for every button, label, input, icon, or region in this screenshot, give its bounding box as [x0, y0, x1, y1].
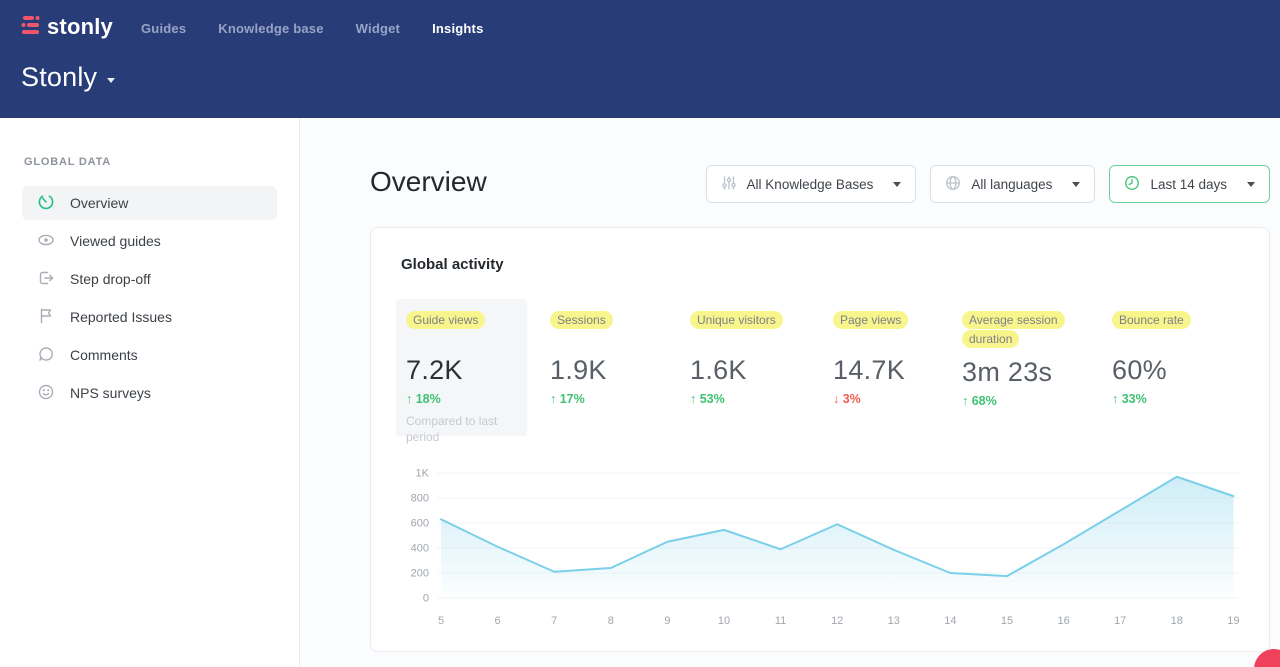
svg-text:5: 5 [438, 615, 444, 627]
language-filter-value: All languages [971, 176, 1053, 192]
sidebar-item-label: NPS surveys [70, 385, 151, 401]
metric-value: 7.2K [406, 355, 463, 385]
metric-note: Compared to last period [406, 414, 498, 444]
metric-value: 3m 23s [962, 357, 1053, 387]
metric-label: Average session duration [962, 311, 1065, 348]
chat-widget-bubble[interactable] [1254, 649, 1280, 667]
date-range-filter[interactable]: Last 14 days [1109, 165, 1270, 203]
card-title: Global activity [401, 256, 504, 273]
chevron-down-icon [1072, 181, 1081, 187]
svg-text:200: 200 [411, 568, 429, 580]
svg-text:16: 16 [1057, 615, 1069, 627]
svg-text:400: 400 [411, 543, 429, 555]
nav-item-knowledge-base[interactable]: Knowledge base [218, 20, 324, 36]
chevron-down-icon [893, 181, 902, 187]
metric-sessions[interactable]: Sessions 1.9K ↑ 17% [550, 311, 685, 406]
metric-delta: ↑ 53% [690, 392, 725, 406]
knowledge-base-filter-value: All Knowledge Bases [746, 176, 874, 192]
eye-icon [37, 231, 55, 252]
metric-value: 1.6K [690, 355, 747, 385]
main-content: Overview All Knowledge Bases All [301, 118, 1280, 667]
page-title: Overview [370, 166, 487, 197]
metric-guide-views[interactable]: Guide views 7.2K ↑ 18% Compared to last … [406, 311, 541, 445]
gauge-icon [37, 193, 55, 214]
metric-page-views[interactable]: Page views 14.7K ↓ 3% [833, 311, 968, 406]
stonly-logo-text: stonly [47, 14, 113, 39]
stonly-logo-icon [20, 15, 42, 40]
svg-text:10: 10 [718, 615, 730, 627]
stonly-logo[interactable]: stonly [20, 14, 113, 40]
chevron-down-icon [107, 77, 116, 83]
chevron-down-icon [1247, 181, 1255, 187]
filters-bar: All Knowledge Bases All languages L [705, 165, 1270, 203]
global-activity-card: Global activity Guide views 7.2K ↑ 18% C… [370, 227, 1270, 652]
metric-bounce-rate[interactable]: Bounce rate 60% ↑ 33% [1112, 311, 1247, 406]
language-filter[interactable]: All languages [930, 165, 1096, 203]
nav-item-guides[interactable]: Guides [141, 20, 187, 36]
svg-text:1K: 1K [416, 468, 430, 480]
nav-item-insights[interactable]: Insights [432, 20, 484, 36]
smiley-icon [37, 383, 55, 404]
sidebar-item-reported-issues[interactable]: Reported Issues [22, 300, 277, 334]
top-navbar: stonly Guides Knowledge base Widget Insi… [0, 0, 1280, 118]
metric-label: Unique visitors [690, 311, 783, 329]
svg-text:8: 8 [608, 615, 614, 627]
top-nav-menu: Guides Knowledge base Widget Insights [141, 19, 484, 36]
svg-text:800: 800 [411, 493, 429, 505]
workspace-switcher[interactable]: Stonly [0, 40, 1280, 93]
nav-item-widget[interactable]: Widget [355, 20, 401, 36]
date-range-filter-value: Last 14 days [1150, 176, 1227, 192]
sidebar-item-step-drop-off[interactable]: Step drop-off [22, 262, 277, 296]
sidebar-item-label: Comments [70, 347, 138, 363]
svg-text:19: 19 [1227, 615, 1239, 627]
metric-value: 14.7K [833, 355, 906, 385]
svg-text:17: 17 [1114, 615, 1126, 627]
metric-delta: ↓ 3% [833, 392, 861, 406]
metric-label: Bounce rate [1112, 311, 1191, 329]
activity-chart: 0 200 400 600 800 1K 5 6 7 8 9 10 11 12 13 14 15 16 17 18 19 [411, 468, 1240, 628]
svg-text:11: 11 [775, 615, 786, 627]
svg-text:15: 15 [1001, 615, 1013, 627]
svg-text:0: 0 [423, 593, 429, 605]
metric-value: 1.9K [550, 355, 607, 385]
metric-value: 60% [1112, 355, 1167, 385]
svg-text:600: 600 [411, 518, 429, 530]
flag-icon [37, 307, 55, 328]
svg-text:6: 6 [495, 615, 501, 627]
sidebar-item-viewed-guides[interactable]: Viewed guides [22, 224, 277, 258]
sidebar-item-comments[interactable]: Comments [22, 338, 277, 372]
svg-text:14: 14 [944, 615, 956, 627]
metric-label: Sessions [550, 311, 613, 329]
metric-delta: ↑ 68% [962, 394, 997, 408]
knowledge-base-filter[interactable]: All Knowledge Bases [705, 165, 917, 203]
svg-text:13: 13 [888, 615, 900, 627]
metric-delta: ↑ 17% [550, 392, 585, 406]
clock-icon [1124, 175, 1140, 194]
comment-icon [37, 345, 55, 366]
sidebar-item-overview[interactable]: Overview [22, 186, 277, 220]
metric-unique-visitors[interactable]: Unique visitors 1.6K ↑ 53% [690, 311, 825, 406]
sidebar-section-label: GLOBAL DATA [24, 156, 112, 168]
sidebar-item-label: Step drop-off [70, 271, 151, 287]
svg-text:12: 12 [831, 615, 843, 627]
sidebar-item-label: Reported Issues [70, 309, 172, 325]
svg-text:7: 7 [551, 615, 557, 627]
metric-label: Page views [833, 311, 909, 329]
sidebar: GLOBAL DATA Overview Viewed guides [0, 118, 300, 667]
metric-delta: ↑ 33% [1112, 392, 1147, 406]
activity-chart-area: 0 200 400 600 800 1K 5 6 7 8 9 10 11 12 13 14 15 16 17 18 19 [391, 463, 1251, 643]
metric-label: Guide views [406, 311, 486, 329]
workspace-title: Stonly [21, 62, 98, 92]
step-dropoff-icon [37, 269, 55, 290]
globe-icon [945, 175, 961, 194]
metric-delta: ↑ 18% [406, 392, 441, 406]
svg-text:9: 9 [664, 615, 670, 627]
svg-text:18: 18 [1171, 615, 1183, 627]
sidebar-item-label: Viewed guides [70, 233, 161, 249]
sidebar-item-nps-surveys[interactable]: NPS surveys [22, 376, 277, 410]
sliders-icon [721, 175, 737, 194]
sidebar-item-label: Overview [70, 195, 129, 211]
metric-avg-session-duration[interactable]: Average session duration 3m 23s ↑ 68% [962, 311, 1074, 408]
